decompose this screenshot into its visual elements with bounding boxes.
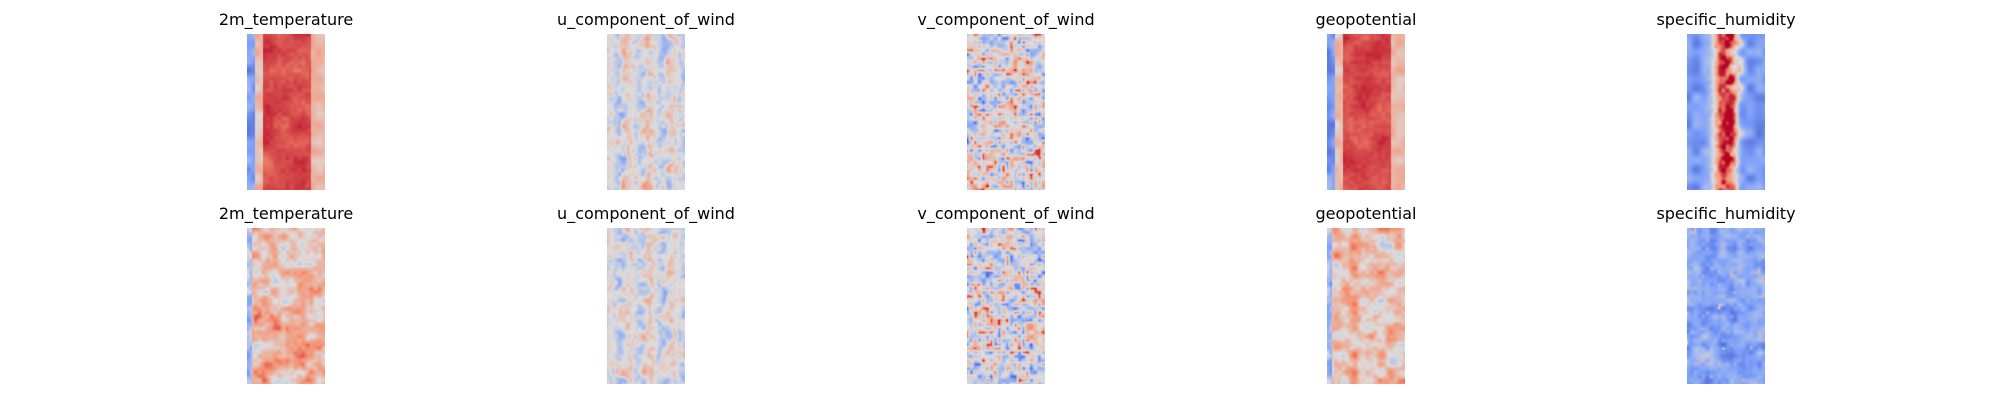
panel-title: geopotential <box>1315 204 1417 223</box>
panel-title: specific_humidity <box>1656 10 1796 29</box>
heatmap-image <box>1687 228 1765 384</box>
panel-v-component-of-wind-row2: v_component_of_wind <box>866 204 1146 394</box>
heatmap-image <box>1327 228 1405 384</box>
heatmap-image <box>967 228 1045 384</box>
heatmap-image <box>967 34 1045 190</box>
panel-u-component-of-wind-row2: u_component_of_wind <box>506 204 786 394</box>
heatmap-image <box>1687 34 1765 190</box>
panel-title: geopotential <box>1315 10 1417 29</box>
panel-geopotential-row1: geopotential <box>1226 10 1506 200</box>
heatmap-image <box>1327 34 1405 190</box>
panel-title: u_component_of_wind <box>557 10 735 29</box>
panel-title: 2m_temperature <box>218 204 354 223</box>
panel-specific-humidity-row1: specific_humidity <box>1586 10 1866 200</box>
panel-2m-temperature-row1: 2m_temperature <box>146 10 426 200</box>
panel-title: u_component_of_wind <box>557 204 735 223</box>
panel-title: v_component_of_wind <box>917 10 1095 29</box>
panel-2m-temperature-row2: 2m_temperature <box>146 204 426 394</box>
heatmap-image <box>247 34 325 190</box>
panel-title: v_component_of_wind <box>917 204 1095 223</box>
heatmap-image <box>607 34 685 190</box>
panel-title: 2m_temperature <box>218 10 354 29</box>
panel-specific-humidity-row2: specific_humidity <box>1586 204 1866 394</box>
heatmap-image <box>247 228 325 384</box>
heatmap-image <box>607 228 685 384</box>
panel-title: specific_humidity <box>1656 204 1796 223</box>
panel-v-component-of-wind-row1: v_component_of_wind <box>866 10 1146 200</box>
panel-u-component-of-wind-row1: u_component_of_wind <box>506 10 786 200</box>
panel-geopotential-row2: geopotential <box>1226 204 1506 394</box>
